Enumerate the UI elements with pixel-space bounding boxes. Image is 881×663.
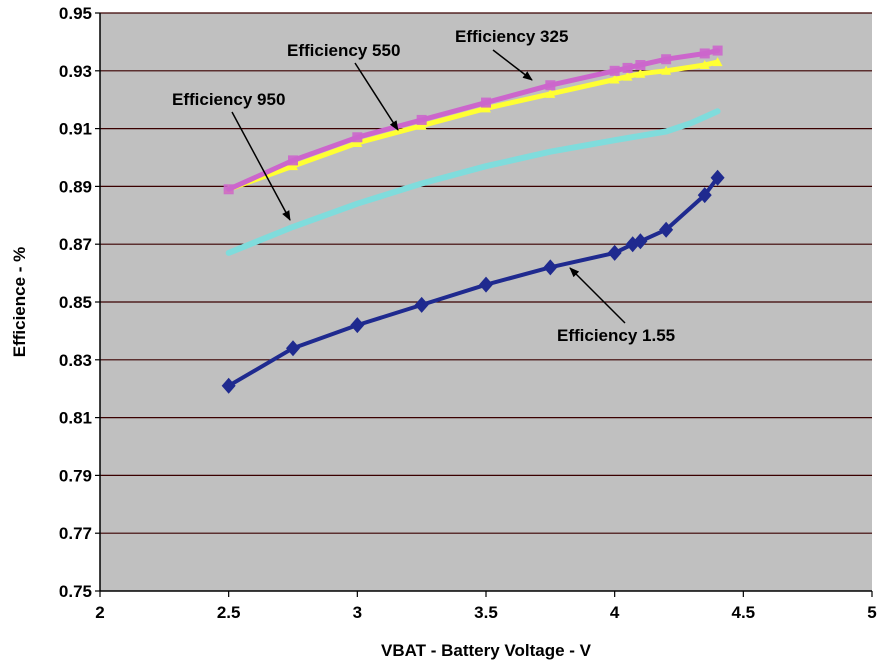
y-tick-label: 0.87 (59, 235, 92, 254)
y-tick-label: 0.79 (59, 466, 92, 485)
data-point (288, 161, 298, 171)
data-point (352, 132, 363, 143)
data-point (416, 120, 427, 130)
axes (95, 12, 873, 597)
data-point (350, 317, 365, 334)
data-point (659, 221, 674, 238)
data-point (712, 57, 723, 67)
data-point (607, 244, 622, 261)
data-point (609, 65, 620, 76)
data-point (710, 169, 725, 186)
y-tick-label: 0.75 (59, 582, 92, 601)
annotation-efficiency-550: Efficiency 550 (287, 41, 400, 60)
data-point (416, 114, 427, 125)
y-tick-label: 0.81 (59, 409, 92, 428)
data-point (221, 377, 236, 394)
y-tick-label: 0.77 (59, 524, 92, 543)
series-line-efficiency-550 (226, 59, 721, 192)
data-point (481, 97, 491, 108)
x-tick-label: 5 (867, 603, 876, 622)
data-point (635, 60, 646, 71)
x-tick-labels: 2 2.5 3 3.5 4 4.5 5 (95, 603, 876, 622)
data-point (543, 259, 558, 276)
x-tick-label: 3.5 (474, 603, 498, 622)
x-tick-label: 2 (95, 603, 104, 622)
annotation-efficiency-325: Efficiency 325 (455, 27, 568, 46)
data-point (223, 184, 234, 195)
x-tick-label: 2.5 (217, 603, 241, 622)
data-point (635, 68, 646, 78)
annotation-arrow-325 (492, 49, 533, 81)
annotation-efficiency-950: Efficiency 950 (172, 90, 285, 109)
data-point (286, 340, 300, 357)
series-efficiency-325 (223, 45, 723, 195)
data-point (288, 155, 298, 166)
annotation-arrow-550 (354, 62, 399, 131)
x-axis-title: VBAT - Battery Voltage - V (381, 641, 592, 660)
data-point (661, 54, 672, 65)
series-efficiency-1-55 (221, 169, 725, 394)
y-tick-label: 0.83 (59, 351, 92, 370)
y-tick-label: 0.89 (59, 177, 92, 196)
series-line-efficiency-950 (225, 108, 721, 256)
y-tick-label: 0.93 (59, 62, 92, 81)
x-tick-label: 4.5 (732, 603, 756, 622)
annotation-arrow-1-55 (569, 267, 626, 324)
series-layer (221, 45, 725, 394)
series-efficiency-550 (223, 57, 723, 194)
series-efficiency-950 (225, 108, 721, 256)
data-point (545, 80, 556, 91)
data-point (622, 71, 633, 81)
data-point (609, 74, 620, 84)
data-point (712, 45, 723, 56)
x-tick-label: 3 (353, 603, 362, 622)
annotation-arrow-950 (231, 111, 291, 221)
gridlines (100, 12, 872, 534)
data-point (699, 60, 710, 70)
series-line-efficiency-1-55 (226, 175, 720, 388)
data-point (661, 65, 672, 75)
annotation-efficiency-1-55: Efficiency 1.55 (557, 326, 675, 345)
y-tick-label: 0.91 (59, 120, 92, 139)
data-point (481, 103, 491, 113)
data-point (545, 88, 556, 98)
data-point (697, 187, 712, 204)
data-point (622, 62, 633, 73)
data-point (699, 48, 710, 59)
data-point (479, 276, 493, 293)
y-tick-label: 0.95 (59, 4, 92, 23)
data-point (414, 296, 429, 313)
data-point (352, 138, 363, 148)
y-tick-labels: 0.75 0.77 0.79 0.81 0.83 0.85 0.87 0.89 0.91 0.93… (59, 4, 92, 601)
annotations: Efficiency 325 Efficiency 550 Efficiency… (172, 27, 675, 345)
y-tick-label: 0.85 (59, 293, 92, 312)
x-tick-label: 4 (610, 603, 620, 622)
data-point (633, 233, 648, 250)
series-line-efficiency-325 (226, 48, 721, 192)
y-axis-title: Efficience - % (10, 247, 29, 358)
